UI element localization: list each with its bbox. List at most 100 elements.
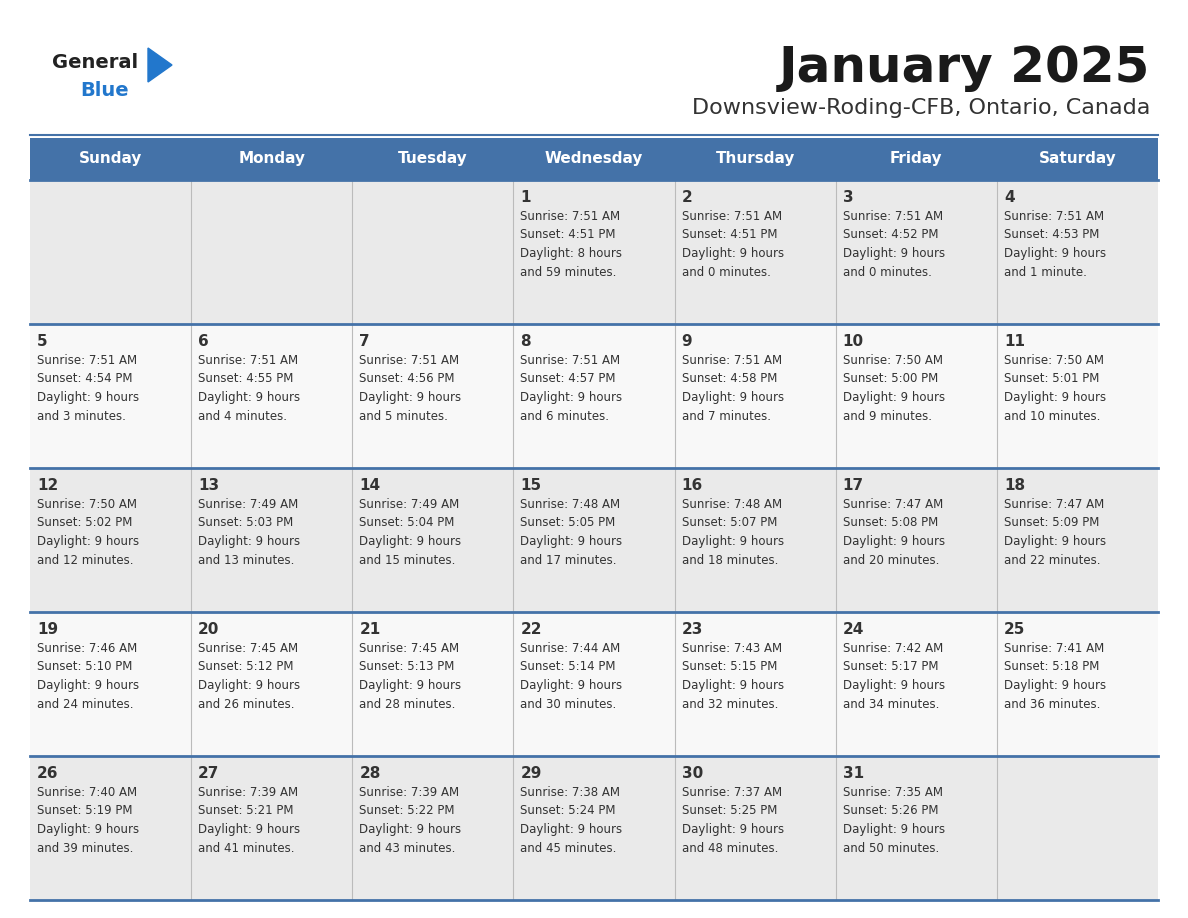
Text: and 39 minutes.: and 39 minutes.	[37, 842, 133, 855]
Text: Sunrise: 7:51 AM: Sunrise: 7:51 AM	[842, 210, 943, 223]
Text: 3: 3	[842, 190, 853, 205]
Text: and 0 minutes.: and 0 minutes.	[682, 265, 771, 278]
Bar	[513, 468, 675, 612]
Text: Thursday: Thursday	[715, 151, 795, 166]
Text: 21: 21	[359, 622, 380, 637]
Text: and 17 minutes.: and 17 minutes.	[520, 554, 617, 566]
Text: Sunrise: 7:46 AM: Sunrise: 7:46 AM	[37, 642, 138, 655]
Text: 20: 20	[198, 622, 220, 637]
Text: Sunrise: 7:45 AM: Sunrise: 7:45 AM	[198, 642, 298, 655]
Bar	[835, 468, 997, 612]
Text: Sunrise: 7:47 AM: Sunrise: 7:47 AM	[842, 498, 943, 511]
Text: Daylight: 9 hours: Daylight: 9 hours	[682, 823, 784, 836]
Text: Sunrise: 7:44 AM: Sunrise: 7:44 AM	[520, 642, 620, 655]
Text: 14: 14	[359, 478, 380, 493]
Text: Daylight: 9 hours: Daylight: 9 hours	[682, 391, 784, 404]
Text: 12: 12	[37, 478, 58, 493]
Bar	[30, 756, 191, 900]
Text: 26: 26	[37, 766, 58, 781]
Text: 25: 25	[1004, 622, 1025, 637]
Text: and 59 minutes.: and 59 minutes.	[520, 265, 617, 278]
Text: and 0 minutes.: and 0 minutes.	[842, 265, 931, 278]
Text: Sunrise: 7:48 AM: Sunrise: 7:48 AM	[682, 498, 782, 511]
Text: Sunday: Sunday	[78, 151, 143, 166]
Text: Sunrise: 7:51 AM: Sunrise: 7:51 AM	[682, 210, 782, 223]
Text: Sunset: 4:52 PM: Sunset: 4:52 PM	[842, 229, 939, 241]
Text: Sunrise: 7:51 AM: Sunrise: 7:51 AM	[198, 354, 298, 367]
Text: Sunset: 5:01 PM: Sunset: 5:01 PM	[1004, 373, 1099, 386]
Bar	[675, 612, 835, 756]
Text: Daylight: 9 hours: Daylight: 9 hours	[520, 823, 623, 836]
Text: Sunset: 4:53 PM: Sunset: 4:53 PM	[1004, 229, 1099, 241]
Bar	[997, 612, 1158, 756]
Text: Sunrise: 7:45 AM: Sunrise: 7:45 AM	[359, 642, 460, 655]
Text: Daylight: 8 hours: Daylight: 8 hours	[520, 247, 623, 260]
Text: Sunrise: 7:41 AM: Sunrise: 7:41 AM	[1004, 642, 1104, 655]
Bar	[675, 180, 835, 324]
Text: Daylight: 9 hours: Daylight: 9 hours	[198, 823, 301, 836]
Bar	[513, 324, 675, 468]
Text: Sunset: 5:02 PM: Sunset: 5:02 PM	[37, 517, 132, 530]
Text: Daylight: 9 hours: Daylight: 9 hours	[1004, 247, 1106, 260]
Bar	[353, 138, 513, 180]
Text: Daylight: 9 hours: Daylight: 9 hours	[359, 823, 461, 836]
Text: Sunrise: 7:48 AM: Sunrise: 7:48 AM	[520, 498, 620, 511]
Text: Sunrise: 7:50 AM: Sunrise: 7:50 AM	[1004, 354, 1104, 367]
Text: Sunrise: 7:47 AM: Sunrise: 7:47 AM	[1004, 498, 1104, 511]
Text: Daylight: 9 hours: Daylight: 9 hours	[842, 823, 944, 836]
Bar	[513, 756, 675, 900]
Text: Sunset: 5:18 PM: Sunset: 5:18 PM	[1004, 660, 1099, 674]
Text: Daylight: 9 hours: Daylight: 9 hours	[520, 391, 623, 404]
Text: 13: 13	[198, 478, 220, 493]
Text: Daylight: 9 hours: Daylight: 9 hours	[1004, 535, 1106, 548]
Text: 29: 29	[520, 766, 542, 781]
Text: Daylight: 9 hours: Daylight: 9 hours	[37, 391, 139, 404]
Bar	[191, 756, 353, 900]
Text: and 32 minutes.: and 32 minutes.	[682, 698, 778, 711]
Bar	[30, 612, 191, 756]
Text: Sunset: 4:58 PM: Sunset: 4:58 PM	[682, 373, 777, 386]
Bar	[835, 612, 997, 756]
Bar	[353, 756, 513, 900]
Text: Daylight: 9 hours: Daylight: 9 hours	[359, 535, 461, 548]
Text: and 24 minutes.: and 24 minutes.	[37, 698, 133, 711]
Text: and 1 minute.: and 1 minute.	[1004, 265, 1087, 278]
Bar	[675, 138, 835, 180]
Text: and 18 minutes.: and 18 minutes.	[682, 554, 778, 566]
Text: Daylight: 9 hours: Daylight: 9 hours	[359, 679, 461, 692]
Text: Sunrise: 7:42 AM: Sunrise: 7:42 AM	[842, 642, 943, 655]
Text: and 3 minutes.: and 3 minutes.	[37, 409, 126, 422]
Text: 17: 17	[842, 478, 864, 493]
Bar	[675, 756, 835, 900]
Text: Daylight: 9 hours: Daylight: 9 hours	[198, 535, 301, 548]
Text: and 45 minutes.: and 45 minutes.	[520, 842, 617, 855]
Text: 11: 11	[1004, 334, 1025, 349]
Text: 6: 6	[198, 334, 209, 349]
Text: 15: 15	[520, 478, 542, 493]
Text: Sunrise: 7:37 AM: Sunrise: 7:37 AM	[682, 786, 782, 799]
Text: Sunset: 5:24 PM: Sunset: 5:24 PM	[520, 804, 615, 818]
Text: Sunset: 5:12 PM: Sunset: 5:12 PM	[198, 660, 293, 674]
Text: Sunset: 4:51 PM: Sunset: 4:51 PM	[682, 229, 777, 241]
Bar	[675, 468, 835, 612]
Text: Daylight: 9 hours: Daylight: 9 hours	[682, 247, 784, 260]
Text: Daylight: 9 hours: Daylight: 9 hours	[842, 391, 944, 404]
Text: Sunrise: 7:51 AM: Sunrise: 7:51 AM	[1004, 210, 1104, 223]
Text: 31: 31	[842, 766, 864, 781]
Text: and 12 minutes.: and 12 minutes.	[37, 554, 133, 566]
Text: 30: 30	[682, 766, 703, 781]
Bar	[675, 324, 835, 468]
Bar	[835, 756, 997, 900]
Text: and 4 minutes.: and 4 minutes.	[198, 409, 287, 422]
Text: Daylight: 9 hours: Daylight: 9 hours	[37, 679, 139, 692]
Text: Wednesday: Wednesday	[545, 151, 643, 166]
Text: 22: 22	[520, 622, 542, 637]
Text: Sunset: 4:57 PM: Sunset: 4:57 PM	[520, 373, 615, 386]
Text: Sunset: 5:26 PM: Sunset: 5:26 PM	[842, 804, 939, 818]
Text: 24: 24	[842, 622, 864, 637]
Text: January 2025: January 2025	[778, 44, 1150, 92]
Text: and 20 minutes.: and 20 minutes.	[842, 554, 939, 566]
Text: and 26 minutes.: and 26 minutes.	[198, 698, 295, 711]
Text: and 5 minutes.: and 5 minutes.	[359, 409, 448, 422]
Bar	[30, 180, 191, 324]
